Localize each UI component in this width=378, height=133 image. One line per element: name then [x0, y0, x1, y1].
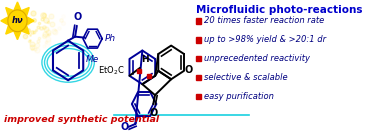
- Text: O: O: [74, 12, 82, 22]
- Text: O: O: [149, 108, 157, 118]
- Text: 20 times faster reaction rate: 20 times faster reaction rate: [204, 16, 325, 25]
- Text: Microfluidic photo-reactions: Microfluidic photo-reactions: [197, 5, 363, 15]
- Text: O: O: [184, 65, 193, 75]
- Text: hν: hν: [12, 16, 23, 25]
- FancyBboxPatch shape: [197, 37, 201, 43]
- FancyBboxPatch shape: [197, 18, 201, 24]
- Text: H: H: [141, 55, 149, 64]
- FancyBboxPatch shape: [197, 75, 201, 80]
- Text: improved synthetic potential: improved synthetic potential: [5, 115, 160, 124]
- Text: selective & scalable: selective & scalable: [204, 73, 288, 82]
- Text: Ph: Ph: [105, 34, 116, 43]
- Text: unprecedented reactivity: unprecedented reactivity: [204, 54, 310, 63]
- Text: up to >98% yield & >20:1 dr: up to >98% yield & >20:1 dr: [204, 35, 327, 44]
- FancyBboxPatch shape: [197, 94, 201, 99]
- Text: O: O: [121, 122, 129, 132]
- FancyBboxPatch shape: [197, 56, 201, 61]
- Circle shape: [8, 10, 27, 32]
- Text: easy purification: easy purification: [204, 92, 274, 101]
- Text: Me: Me: [86, 55, 99, 65]
- Polygon shape: [1, 2, 34, 40]
- Text: EtO$_2$C: EtO$_2$C: [98, 65, 125, 77]
